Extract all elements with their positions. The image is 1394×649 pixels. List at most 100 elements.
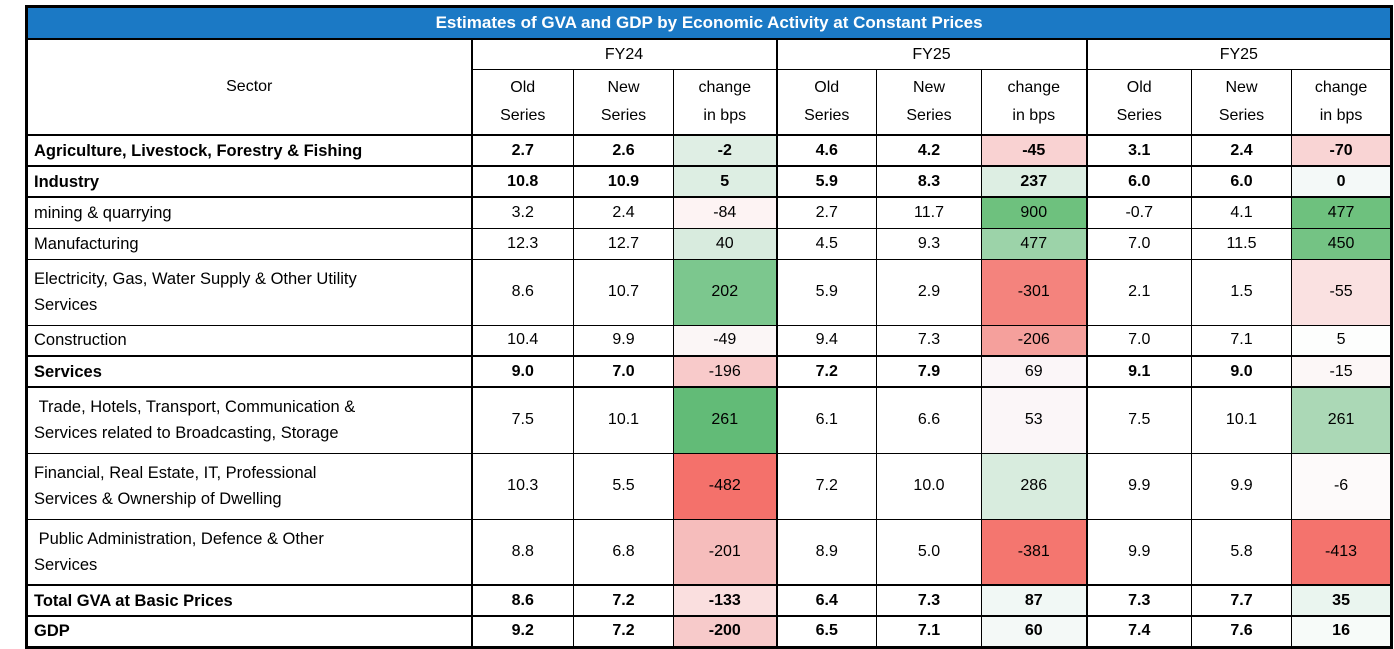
growth-value-cell: 9.9 [1191,452,1292,520]
gva-gdp-table-container: Estimates of GVA and GDP by Economic Act… [25,5,1394,649]
change-bps-cell: 477 [981,227,1087,260]
table-row: Agriculture, Livestock, Forestry & Fishi… [26,134,1393,167]
growth-value-cell: 11.7 [876,196,982,229]
table-title: Estimates of GVA and GDP by Economic Act… [25,6,1393,40]
growth-value-cell: 7.0 [573,355,674,388]
column-header-new-series: New Series [573,69,674,136]
growth-value-cell: 2.7 [775,196,877,229]
growth-value-cell: 6.4 [775,584,877,617]
growth-value-cell: 10.0 [876,452,982,520]
change-bps-cell: 16 [1290,615,1393,648]
sector-cell: Trade, Hotels, Transport, Communication … [26,386,472,454]
header-line: New [1225,79,1258,96]
growth-value-cell: 8.6 [470,584,574,617]
growth-value-cell: 11.5 [1191,227,1292,260]
header-line: New [912,79,945,96]
change-bps-cell: 237 [981,165,1087,198]
column-header-change-bps: change in bps [673,69,777,136]
growth-value-cell: 8.9 [775,518,877,586]
growth-value-cell: 9.1 [1085,355,1192,388]
growth-value-cell: 12.3 [470,227,574,260]
growth-value-cell: 12.7 [573,227,674,260]
column-header-old-series: Old Series [775,69,877,136]
growth-value-cell: 3.1 [1085,134,1192,167]
change-bps-cell: -15 [1290,355,1393,388]
column-header-new-series: New Series [876,69,982,136]
growth-value-cell: 4.5 [775,227,877,260]
growth-value-cell: 2.7 [470,134,574,167]
column-group-fy24: FY24 [470,38,777,70]
growth-value-cell: 5.9 [775,258,877,326]
growth-value-cell: 4.2 [876,134,982,167]
column-header-new-series: New Series [1191,69,1292,136]
header-line: Series [906,107,952,124]
growth-value-cell: 7.4 [1085,615,1192,648]
growth-value-cell: 9.9 [1085,518,1192,586]
sector-cell: Financial, Real Estate, IT, Professional… [26,452,472,520]
growth-value-cell: 7.2 [573,584,674,617]
sector-cell: Construction [26,324,472,357]
growth-value-cell: 2.4 [1191,134,1292,167]
header-line: Series [500,107,546,124]
group-header-row: Sector FY24 FY25 FY25 [26,38,1393,136]
change-bps-cell: 286 [981,452,1087,520]
sector-cell: Public Administration, Defence & Other S… [26,518,472,586]
column-header-change-bps: change in bps [1290,69,1393,136]
growth-value-cell: 2.6 [573,134,674,167]
growth-value-cell: 7.2 [775,355,877,388]
header-line: Old [814,79,840,96]
table-row: Trade, Hotels, Transport, Communication … [26,386,1393,454]
table-row: Public Administration, Defence & Other S… [26,518,1393,586]
growth-value-cell: 3.2 [470,196,574,229]
growth-value-cell: 10.4 [470,324,574,357]
column-group-fy25: FY25 [775,38,1087,70]
change-bps-cell: -2 [673,134,777,167]
change-bps-cell: -6 [1290,452,1393,520]
change-bps-cell: -196 [673,355,777,388]
column-header-old-series: Old Series [1085,69,1192,136]
header-line: Series [600,107,647,124]
growth-value-cell: 7.5 [1085,386,1192,454]
table-row: Construction 10.4 9.9 -49 9.4 7.3 -206 7.0 7.1 5 [26,324,1393,357]
growth-value-cell: 7.3 [876,584,982,617]
growth-value-cell: 9.4 [775,324,877,357]
sector-cell: mining & quarrying [26,196,472,229]
change-bps-cell: 900 [981,196,1087,229]
header-line: change [698,79,752,96]
sector-cell: GDP [26,615,472,648]
growth-value-cell: 4.6 [775,134,877,167]
change-bps-cell: 40 [673,227,777,260]
growth-value-cell: 6.0 [1085,165,1192,198]
table-row: Total GVA at Basic Prices 8.6 7.2 -133 6.4 7.… [26,584,1393,617]
header-line: Old [1126,79,1152,96]
header-line: New [607,79,640,96]
change-bps-cell: -45 [981,134,1087,167]
change-bps-cell: 477 [1290,196,1393,229]
column-header-sector: Sector [26,38,472,136]
growth-value-cell: 6.1 [775,386,877,454]
sector-cell: Agriculture, Livestock, Forestry & Fishi… [26,134,472,167]
change-bps-cell: -381 [981,518,1087,586]
header-line: change [1314,79,1368,96]
growth-value-cell: 5.0 [876,518,982,586]
growth-value-cell: 2.4 [573,196,674,229]
table-row: mining & quarrying 3.2 2.4 -84 2.7 11.7 900 -0.… [26,196,1393,229]
growth-value-cell: 9.0 [470,355,574,388]
growth-value-cell: 8.3 [876,165,982,198]
growth-value-cell: 7.1 [1191,324,1292,357]
change-bps-cell: -70 [1290,134,1393,167]
sector-cell: Total GVA at Basic Prices [26,584,472,617]
growth-value-cell: 7.7 [1191,584,1292,617]
header-line: in bps [1012,107,1056,124]
header-line: Old [510,79,536,96]
growth-value-cell: 6.6 [876,386,982,454]
growth-value-cell: 7.1 [876,615,982,648]
sector-cell: Industry [26,165,472,198]
table-row: GDP 9.2 7.2 -200 6.5 7.1 60 7.4 7.6 16 [26,615,1393,648]
growth-value-cell: 7.0 [1085,324,1192,357]
change-bps-cell: 35 [1290,584,1393,617]
header-line: Series [1116,107,1162,124]
change-bps-cell: 87 [981,584,1087,617]
growth-value-cell: 5.5 [573,452,674,520]
